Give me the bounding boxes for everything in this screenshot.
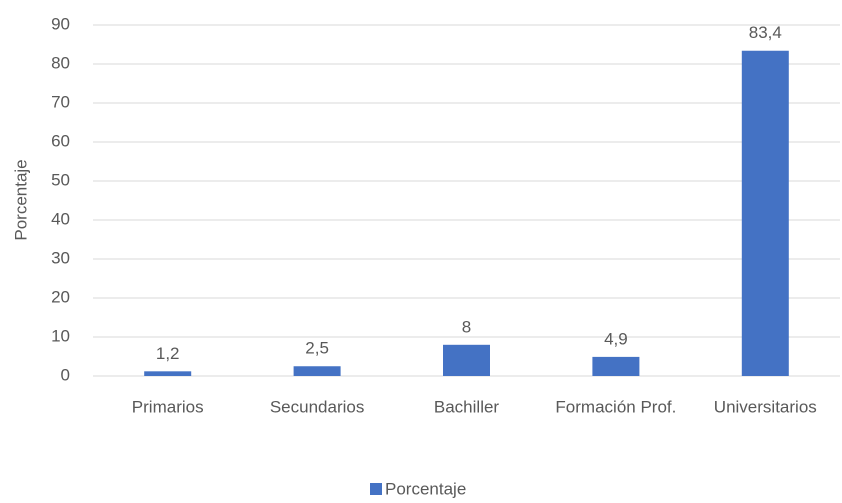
data-label: 1,2	[156, 344, 180, 363]
y-axis-title: Porcentaje	[11, 159, 30, 240]
bar	[144, 371, 192, 376]
data-label: 2,5	[305, 339, 329, 358]
y-tick-label: 80	[51, 53, 70, 72]
y-tick-label: 90	[51, 14, 70, 33]
y-tick-label: 10	[51, 326, 70, 345]
y-tick-label: 20	[51, 287, 70, 306]
y-tick-label: 70	[51, 92, 70, 111]
x-tick-label: Universitarios	[714, 397, 817, 416]
data-label: 4,9	[604, 329, 628, 348]
y-tick-label: 50	[51, 170, 70, 189]
bar	[741, 50, 789, 377]
bar	[592, 356, 640, 376]
data-label: 83,4	[749, 23, 782, 42]
bar	[293, 366, 341, 376]
y-tick-label: 30	[51, 248, 70, 267]
y-tick-label: 0	[61, 365, 70, 384]
x-tick-label: Primarios	[132, 397, 204, 416]
y-tick-label: 40	[51, 209, 70, 228]
data-label: 8	[462, 317, 471, 336]
x-tick-label: Formación Prof.	[555, 397, 676, 416]
x-tick-label: Bachiller	[434, 397, 500, 416]
y-tick-label: 60	[51, 131, 70, 150]
x-tick-label: Secundarios	[270, 397, 365, 416]
bar	[443, 344, 490, 376]
legend-swatch	[370, 483, 382, 495]
legend-label: Porcentaje	[385, 479, 466, 498]
